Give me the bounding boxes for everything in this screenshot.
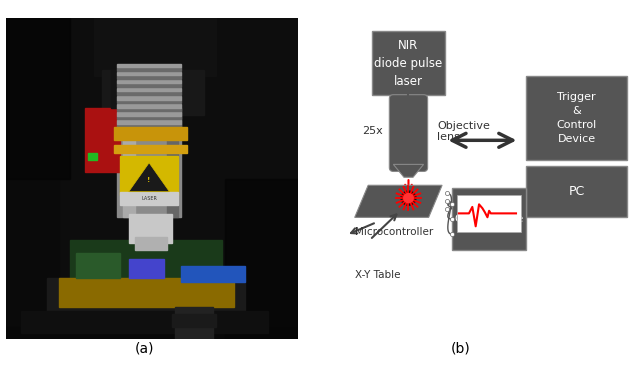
Bar (123, 108, 134, 218)
Text: !: ! (147, 177, 150, 184)
Bar (117, 72, 181, 76)
Text: Oscilloscope: Oscilloscope (454, 214, 524, 224)
Bar (111, 70, 129, 108)
Bar (6, 18, 70, 179)
Text: LASER: LASER (141, 196, 157, 201)
Text: NIR
diode pulse
laser: NIR diode pulse laser (374, 39, 443, 88)
Bar (129, 259, 164, 278)
Bar (114, 127, 187, 140)
Bar (134, 237, 166, 250)
Bar (172, 314, 216, 327)
Text: X-Y Table: X-Y Table (355, 270, 400, 280)
Bar (166, 108, 178, 218)
Bar (120, 192, 178, 204)
Bar (372, 31, 445, 95)
Bar (117, 88, 181, 92)
Polygon shape (129, 163, 170, 192)
Bar (59, 278, 234, 307)
Bar (117, 108, 181, 111)
Circle shape (401, 191, 416, 205)
Bar (117, 96, 181, 100)
Bar (94, 12, 216, 76)
Bar (117, 104, 181, 108)
Bar (85, 108, 120, 172)
Bar (117, 120, 181, 124)
Bar (117, 100, 181, 103)
Bar (102, 70, 204, 115)
Bar (6, 327, 298, 339)
Bar (117, 80, 181, 84)
Bar (117, 84, 181, 87)
Bar (117, 112, 181, 116)
Bar (88, 153, 97, 160)
Bar (225, 179, 298, 339)
Text: PC: PC (568, 185, 584, 198)
Bar (452, 188, 526, 250)
Text: 25x: 25x (362, 127, 383, 137)
Bar (114, 145, 187, 153)
Bar (117, 124, 181, 127)
Bar (117, 68, 181, 71)
Text: Trigger
&
Control
Device: Trigger & Control Device (556, 92, 596, 144)
Bar (47, 278, 245, 314)
Bar (526, 76, 627, 160)
Bar (526, 166, 627, 218)
Polygon shape (394, 164, 424, 177)
Bar (120, 156, 178, 195)
Bar (21, 311, 269, 333)
Bar (117, 76, 181, 79)
Bar (117, 64, 181, 68)
Polygon shape (355, 185, 442, 218)
Bar (129, 214, 172, 243)
Text: Objective
lens: Objective lens (437, 121, 490, 142)
Bar (181, 266, 245, 282)
Circle shape (404, 193, 413, 203)
Bar (117, 116, 181, 119)
Bar (117, 108, 181, 218)
FancyBboxPatch shape (389, 95, 428, 172)
Bar (6, 18, 59, 339)
Bar (70, 240, 222, 285)
Text: (b): (b) (451, 342, 470, 356)
Bar (457, 195, 521, 232)
Bar (76, 253, 120, 278)
Text: Microcontroller: Microcontroller (355, 227, 433, 237)
Bar (175, 307, 213, 339)
Text: (a): (a) (134, 342, 154, 356)
Bar (117, 92, 181, 95)
